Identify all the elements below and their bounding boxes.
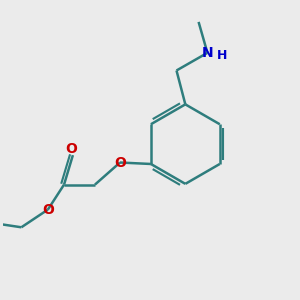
Text: N: N <box>202 46 213 60</box>
Text: O: O <box>42 202 54 217</box>
Text: H: H <box>217 49 227 62</box>
Text: O: O <box>65 142 77 156</box>
Text: O: O <box>114 155 126 170</box>
